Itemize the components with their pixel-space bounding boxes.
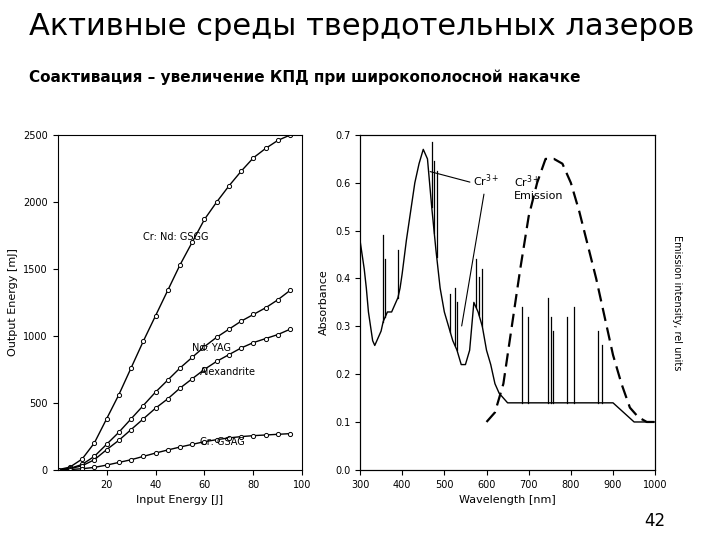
Y-axis label: Output Energy [mJ]: Output Energy [mJ]	[8, 248, 17, 356]
Text: Cr: Nd: GSGG: Cr: Nd: GSGG	[143, 232, 209, 242]
Text: Alexandrite: Alexandrite	[199, 367, 256, 377]
Y-axis label: Emission intensity, rel units: Emission intensity, rel units	[672, 235, 682, 370]
Text: 42: 42	[644, 512, 666, 530]
Text: Nd: YAG: Nd: YAG	[192, 343, 231, 353]
X-axis label: Input Energy [J]: Input Energy [J]	[136, 495, 224, 505]
Text: Cr$^{3+}$: Cr$^{3+}$	[462, 172, 500, 326]
Text: Соактивация – увеличение КПД при широкополосной накачке: Соактивация – увеличение КПД при широкоп…	[29, 70, 580, 85]
X-axis label: Wavelength [nm]: Wavelength [nm]	[459, 495, 556, 505]
Y-axis label: Absorbance: Absorbance	[320, 269, 329, 335]
Text: Активные среды твердотельных лазеров: Активные среды твердотельных лазеров	[29, 12, 694, 40]
Text: Cr: GSAG: Cr: GSAG	[199, 437, 244, 447]
Text: Cr$^{3+}$
Emission: Cr$^{3+}$ Emission	[514, 173, 564, 201]
